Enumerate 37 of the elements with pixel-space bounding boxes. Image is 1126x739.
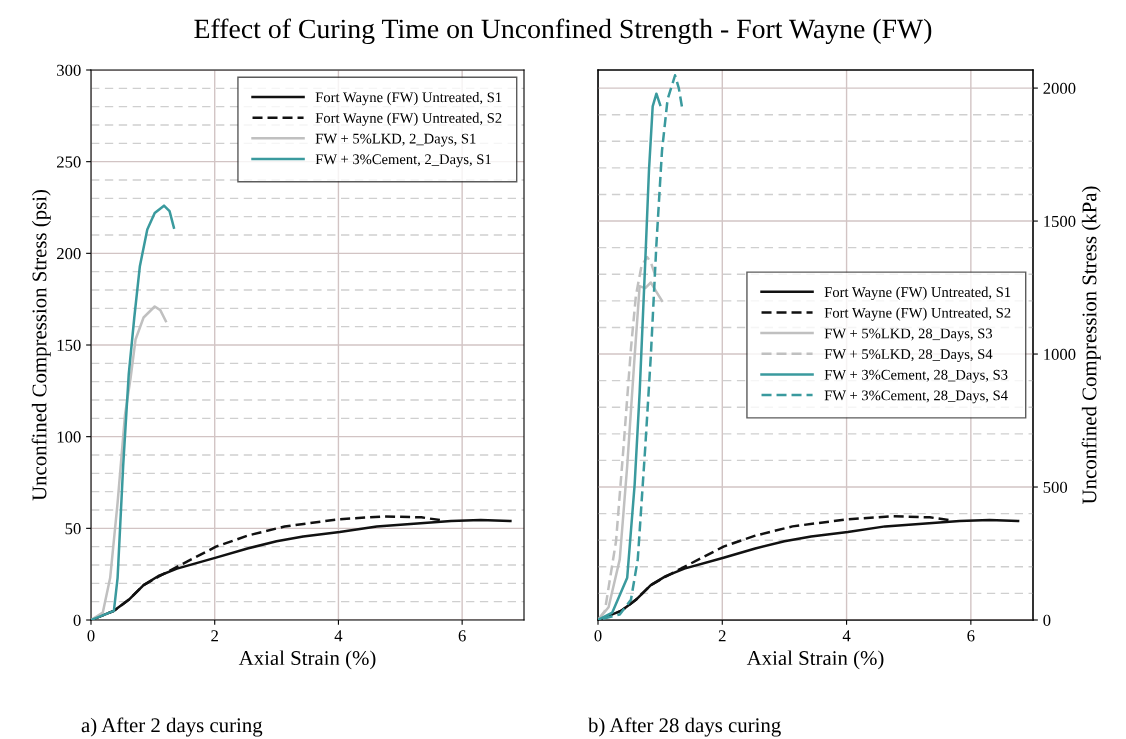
legend-label: FW + 3%Cement, 28_Days, S3 [824, 369, 1008, 383]
y2-tick-label: 500 [1043, 481, 1068, 493]
legend-label: FW + 3%Cement, 2_Days, S1 [315, 154, 491, 168]
legend-label: FW + 5%LKD, 28_Days, S3 [824, 328, 993, 342]
x-tick-label: 4 [842, 630, 851, 642]
x-tick-label: 6 [967, 630, 975, 642]
x-tick-label: 0 [87, 630, 95, 642]
legend-label: FW + 3%Cement, 28_Days, S4 [824, 390, 1008, 404]
legend-label: Fort Wayne (FW) Untreated, S1 [824, 286, 1011, 301]
legend-label: FW + 5%LKD, 2_Days, S1 [315, 133, 476, 147]
y-tick-label: 50 [65, 523, 81, 535]
x-tick-label: 0 [594, 630, 602, 642]
y-axis-title: Unconfined Compression Stress (psi) [31, 189, 51, 501]
legend-label: Fort Wayne (FW) Untreated, S1 [315, 91, 502, 106]
legend-label: Fort Wayne (FW) Untreated, S2 [824, 307, 1011, 321]
y-tick-label: 200 [57, 248, 81, 260]
y-tick-label: 100 [57, 431, 81, 443]
x-tick-label: 2 [211, 630, 218, 642]
legend-label: Fort Wayne (FW) Untreated, S2 [315, 112, 502, 126]
y2-tick-label: 1000 [1044, 348, 1076, 360]
y2-tick-label: 2000 [1043, 82, 1076, 95]
chart-title: Effect of Curing Time on Unconfined Strength - Fort Wayne (FW) [194, 18, 932, 45]
x-axis-title: Axial Strain (%) [238, 650, 376, 670]
y-tick-label: 250 [57, 156, 81, 168]
y-tick-label: 300 [57, 64, 81, 76]
text: b) After 28 days curing [588, 717, 781, 737]
y2-tick-label: 0 [1043, 614, 1051, 626]
y2-tick-label: 1500 [1044, 215, 1076, 228]
y-tick-label: 150 [57, 339, 81, 351]
y-tick-label: 0 [73, 614, 81, 626]
x-tick-label: 6 [458, 630, 466, 642]
y2-axis-title: Unconfined Compression Stress (kPa) [1081, 186, 1101, 504]
x-tick-label: 4 [334, 630, 343, 642]
x-axis-title: Axial Strain (%) [746, 650, 884, 670]
legend-label: FW + 5%LKD, 28_Days, S4 [824, 349, 993, 362]
text: a) After 2 days curing [81, 717, 263, 737]
x-tick-label: 2 [718, 630, 726, 642]
